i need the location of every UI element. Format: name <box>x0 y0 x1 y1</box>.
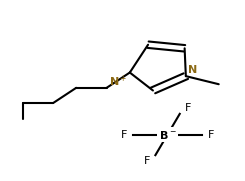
Text: N: N <box>188 65 197 75</box>
Text: N$^+$: N$^+$ <box>109 73 127 89</box>
Text: B$^-$: B$^-$ <box>159 129 176 140</box>
Text: F: F <box>121 129 127 140</box>
Text: F: F <box>185 103 191 113</box>
Text: F: F <box>144 156 150 166</box>
Text: F: F <box>208 129 214 140</box>
